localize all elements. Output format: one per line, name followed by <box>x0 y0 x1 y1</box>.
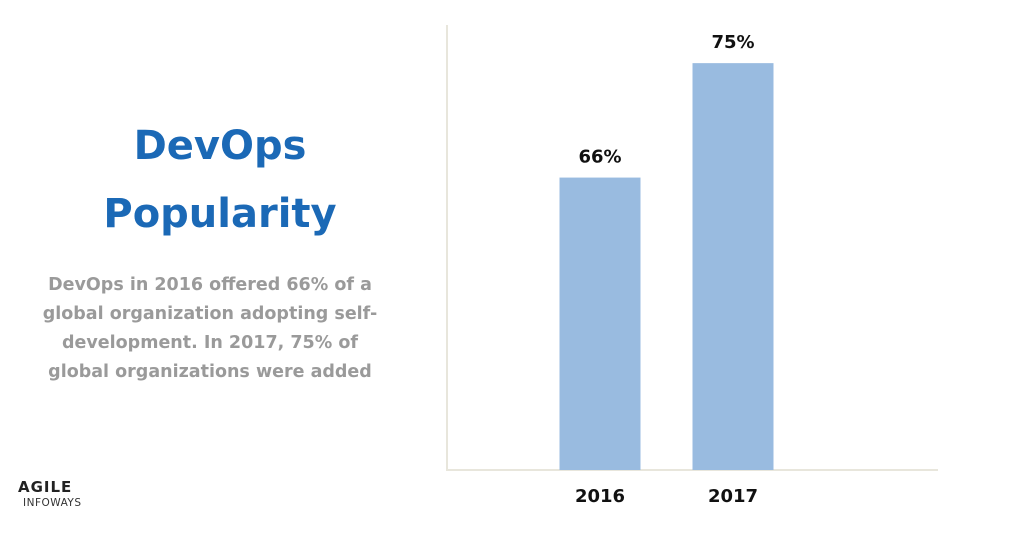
bar-2016 <box>559 177 641 471</box>
data-label-2016: 66% <box>578 147 621 168</box>
title-line-1: DevOps <box>133 123 307 169</box>
agile-infoways-logo: AGILE INFOWAYS <box>18 478 108 514</box>
title-line-2: Popularity <box>103 191 337 237</box>
description-text: DevOps in 2016 offered 66% of a global o… <box>42 275 378 382</box>
logo-text-infoways: INFOWAYS <box>23 497 82 509</box>
data-label-2017: 75% <box>711 32 754 53</box>
logo-text-agile: AGILE <box>18 478 73 496</box>
bar-2017 <box>692 63 774 471</box>
x-tick-label-2017: 2017 <box>708 486 758 507</box>
x-tick-label-2016: 2016 <box>575 486 625 507</box>
page-title: DevOps Popularity <box>60 112 380 248</box>
